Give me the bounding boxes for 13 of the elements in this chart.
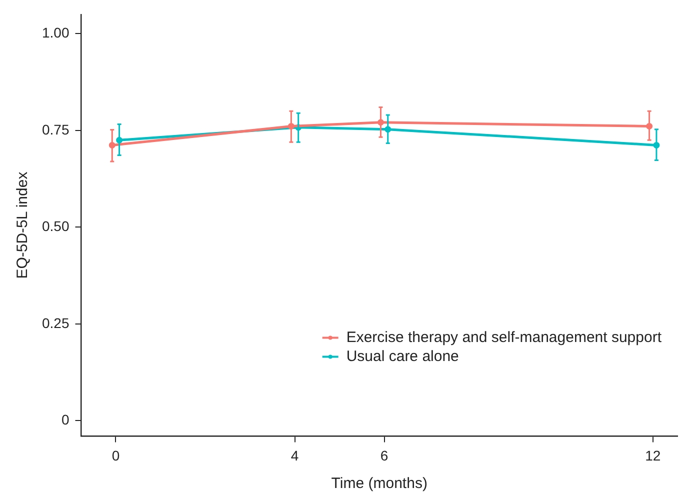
x-tick-label: 12 [645,447,661,464]
y-tick-label: 1.00 [42,24,70,41]
y-axis-title: EQ-5D-5L index [14,171,32,279]
x-tick-label: 4 [290,447,299,464]
y-tick-label: 0.25 [42,314,70,331]
x-tick-label: 6 [380,447,388,464]
legend-label: Usual care alone [346,348,459,365]
x-tick-label: 0 [112,447,120,464]
y-tick-label: 0.50 [42,218,70,234]
legend-label: Exercise therapy and self-management support [346,328,662,346]
x-axis-title: Time (months) [331,475,428,492]
y-tick-label: 0 [61,412,70,428]
y-tick-label: 0.75 [42,121,70,138]
